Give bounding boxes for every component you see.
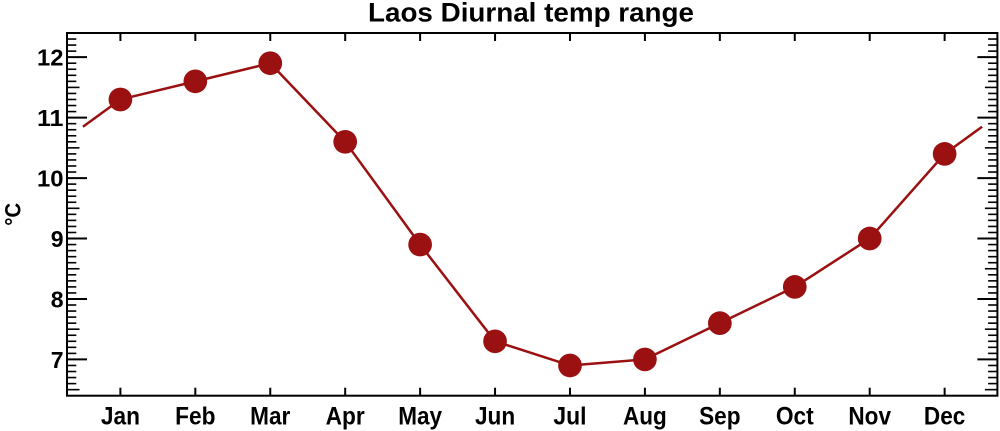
svg-text:10: 10	[37, 166, 64, 192]
svg-text:May: May	[398, 403, 442, 431]
svg-text:Feb: Feb	[175, 403, 215, 431]
svg-text:Oct: Oct	[776, 403, 815, 431]
svg-text:Aug: Aug	[623, 403, 667, 431]
svg-text:9: 9	[51, 226, 64, 252]
svg-text:8: 8	[51, 286, 64, 312]
svg-text:Jun: Jun	[475, 403, 515, 431]
svg-text:Mar: Mar	[250, 403, 290, 431]
svg-text:7: 7	[51, 347, 64, 373]
svg-text:Apr: Apr	[326, 403, 365, 431]
svg-text:Jan: Jan	[101, 403, 140, 431]
svg-text:Laos Diurnal temp range: Laos Diurnal temp range	[368, 0, 694, 28]
svg-text:°C: °C	[1, 203, 26, 226]
svg-text:Sep: Sep	[699, 403, 740, 431]
svg-text:11: 11	[37, 105, 64, 131]
svg-text:Jul: Jul	[553, 403, 586, 431]
svg-text:Dec: Dec	[924, 403, 965, 431]
svg-text:Nov: Nov	[848, 403, 891, 431]
svg-text:12: 12	[37, 45, 64, 71]
